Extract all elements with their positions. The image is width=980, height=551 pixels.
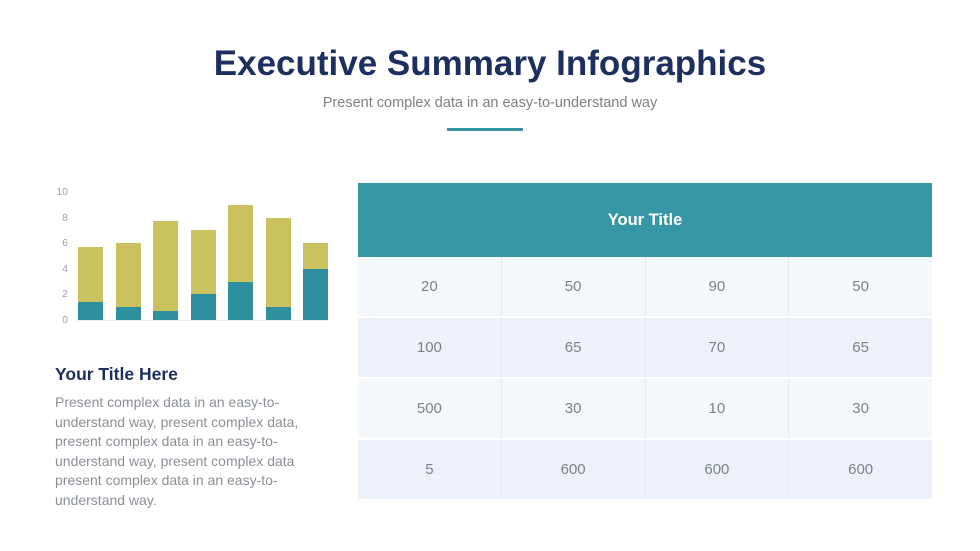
y-axis-tick-label: 10 xyxy=(56,186,68,198)
table-cell: 600 xyxy=(788,440,932,499)
table-header: Your Title xyxy=(358,183,932,257)
table-cell: 70 xyxy=(644,318,789,377)
bar-segment-series-2 xyxy=(190,230,216,295)
bar-segment-series-1 xyxy=(265,307,291,320)
bar-segment-series-2 xyxy=(115,243,141,308)
left-section-paragraph: Present complex data in an easy-to-under… xyxy=(55,394,299,508)
bar-segment-series-2 xyxy=(153,221,178,312)
bar-segment-series-1 xyxy=(228,281,253,320)
page-subtitle: Present complex data in an easy-to-under… xyxy=(322,95,658,111)
bar-segment-series-1 xyxy=(153,311,178,320)
table-cell: 600 xyxy=(500,440,645,499)
bar-segment-series-1 xyxy=(78,302,103,320)
table-row: 500 30 10 30 xyxy=(358,379,932,440)
stacked-bar xyxy=(303,243,328,320)
table-cell: 30 xyxy=(788,379,932,438)
stacked-bar xyxy=(190,230,216,320)
stacked-bar xyxy=(115,243,141,320)
table-cell: 5 xyxy=(425,461,434,478)
bar-segment-series-1 xyxy=(303,268,328,320)
left-section-title: Your Title Here xyxy=(55,364,178,384)
table-cell: 100 xyxy=(416,339,442,356)
stacked-bar xyxy=(153,221,178,320)
bar-segment-series-2 xyxy=(228,204,253,282)
table-cell: 20 xyxy=(421,278,438,295)
y-axis-tick-label: 6 xyxy=(62,237,68,250)
table-body: 20 50 90 50 100 65 70 65 500 30 10 30 5 600 600 600 xyxy=(358,257,932,501)
table-row: 5 600 600 600 xyxy=(358,440,932,501)
bar-segment-series-2 xyxy=(78,247,103,303)
bar-segment-series-1 xyxy=(115,307,141,320)
page-title: Executive Summary Infographics xyxy=(213,44,767,83)
data-table: Your Title 20 50 90 50 100 65 70 65 500 30 10 30 5 60… xyxy=(358,183,932,501)
stacked-bar-chart: 0 2 4 6 8 10 xyxy=(50,183,332,326)
table-row: 100 65 70 65 xyxy=(358,318,932,379)
table-title: Your Title xyxy=(607,210,683,229)
chart-baseline xyxy=(78,320,328,321)
bar-segment-series-2 xyxy=(265,217,291,308)
stacked-bar xyxy=(265,217,291,320)
table-cell: 10 xyxy=(644,379,789,438)
y-axis-tick-label: 0 xyxy=(62,314,68,326)
table-cell: 90 xyxy=(644,257,789,316)
table-cell: 50 xyxy=(788,257,932,316)
y-axis-tick-label: 8 xyxy=(62,211,68,224)
bar-segment-series-2 xyxy=(303,243,328,269)
y-axis-tick-label: 4 xyxy=(62,262,68,275)
table-cell: 50 xyxy=(500,257,645,316)
table-cell: 30 xyxy=(500,379,645,438)
table-cell: 500 xyxy=(416,400,442,417)
table-cell: 65 xyxy=(788,318,932,377)
accent-divider xyxy=(447,128,523,131)
table-cell: 65 xyxy=(500,318,645,377)
table-cell: 600 xyxy=(644,440,789,499)
stacked-bar xyxy=(78,247,103,320)
chart-plot-area xyxy=(78,192,328,321)
y-axis-tick-label: 2 xyxy=(62,288,68,301)
bar-segment-series-1 xyxy=(190,294,216,320)
table-row: 20 50 90 50 xyxy=(358,257,932,318)
stacked-bar xyxy=(228,204,253,320)
